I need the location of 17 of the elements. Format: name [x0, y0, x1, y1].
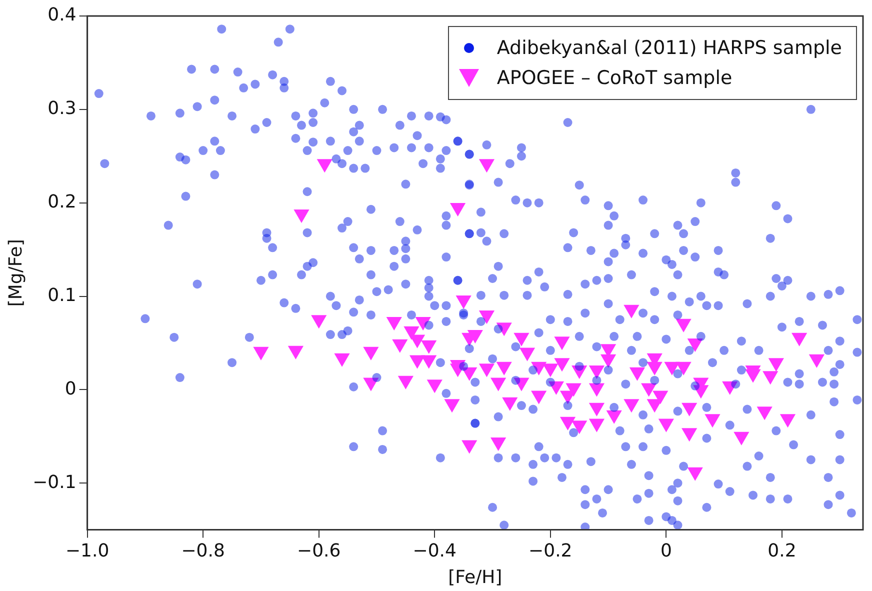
- x-axis-title: [Fe/H]: [448, 566, 502, 588]
- legend-label: APOGEE – CoRoT sample: [496, 67, 732, 89]
- y-tick-label: 0: [64, 378, 76, 400]
- y-tick-label: 0.2: [48, 192, 76, 213]
- y-axis-title: [Mg/Fe]: [5, 239, 26, 307]
- x-tick-label: 0.2: [768, 540, 796, 562]
- x-tick-label: 0: [660, 540, 672, 562]
- y-tick-label: 0.1: [48, 284, 76, 306]
- x-tick-label: −0.4: [412, 540, 456, 562]
- x-tick-label: −1.0: [65, 540, 110, 562]
- legend-label: Adibekyan&al (2011) HARPS sample: [496, 37, 842, 59]
- y-tick-label: 0.3: [48, 98, 76, 120]
- x-tick-label: −0.6: [297, 540, 341, 562]
- y-tick-label: −0.1: [32, 472, 76, 493]
- x-tick-label: −0.2: [528, 540, 572, 562]
- y-tick-label: 0.4: [48, 4, 76, 26]
- x-tick-label: −0.8: [181, 540, 225, 562]
